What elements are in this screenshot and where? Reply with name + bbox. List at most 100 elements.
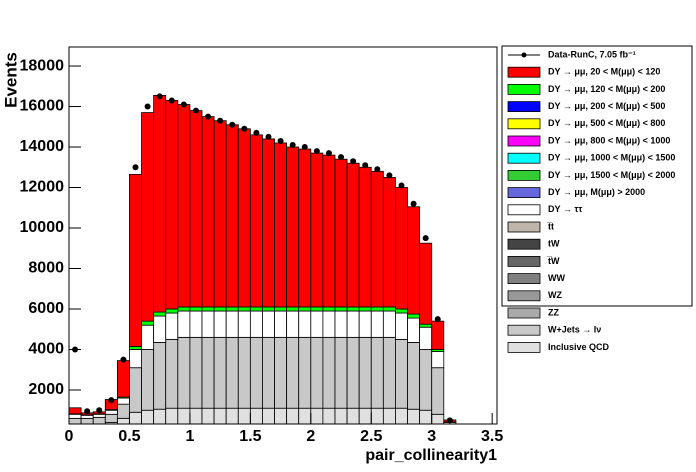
x-tick-label: 1: [185, 428, 194, 445]
histogram-bar: [213, 336, 227, 409]
histogram-bar: [370, 336, 384, 409]
histogram-bar: [358, 310, 372, 338]
histogram-bar: [431, 320, 445, 350]
histogram-bar: [431, 351, 445, 369]
histogram-bar: [116, 397, 130, 405]
histogram-bar: [395, 187, 408, 310]
data-point: [168, 97, 175, 104]
x-tick-label: 2: [306, 428, 315, 445]
data-point: [156, 93, 163, 100]
x-tick-label: 3: [427, 428, 436, 445]
histogram-bar: [177, 310, 191, 338]
histogram-bar: [395, 312, 408, 340]
data-point: [422, 235, 429, 242]
histogram-bar: [249, 310, 263, 338]
histogram-bar: [370, 310, 384, 338]
histogram-bar: [165, 312, 179, 340]
histogram-bar: [201, 116, 215, 308]
data-point: [108, 397, 115, 404]
legend-swatch: [507, 324, 541, 336]
data-point: [205, 113, 212, 120]
histogram-bar: [141, 112, 155, 322]
legend-swatch: [507, 187, 541, 199]
histogram-bar: [153, 315, 167, 343]
histogram-bar: [213, 310, 227, 338]
data-point: [325, 150, 332, 157]
histogram-bar: [286, 146, 300, 308]
data-point: [338, 154, 345, 161]
histogram-bar: [358, 306, 372, 312]
y-axis-label: Events: [1, 52, 20, 108]
legend-label: DY → μμ, 1500 < M(μμ) < 2000: [548, 170, 675, 180]
histogram-bar: [129, 367, 142, 413]
histogram-bar: [382, 306, 396, 312]
histogram-bar: [237, 306, 251, 312]
histogram-bar: [310, 152, 324, 308]
legend-label: DY → μμ, M(μμ) > 2000: [548, 187, 645, 197]
histogram-bar: [358, 166, 372, 308]
histogram-bar: [165, 338, 179, 409]
histogram-bar: [249, 306, 263, 312]
data-point: [144, 103, 151, 110]
histogram-bar: [141, 320, 155, 326]
histogram-bar: [249, 336, 263, 409]
plot-area: [69, 93, 457, 424]
histogram-bar: [310, 336, 324, 409]
data-point: [180, 101, 187, 108]
histogram-bar: [92, 413, 106, 418]
histogram-bar: [237, 336, 251, 409]
histogram-bar: [298, 306, 312, 312]
legend-swatch: [507, 307, 541, 319]
histogram-bar: [346, 336, 360, 409]
histogram-bar: [237, 310, 251, 338]
legend-label: t̅t: [546, 221, 554, 231]
data-point: [253, 129, 260, 136]
histogram-bar: [322, 336, 336, 409]
histogram-bar: [310, 310, 324, 338]
histogram-bar: [69, 407, 82, 415]
x-tick-label: 3.5: [481, 428, 503, 445]
histogram-bar: [334, 158, 348, 308]
data-point: [374, 166, 381, 173]
histogram-bar: [358, 336, 372, 409]
x-tick-label: 0.5: [118, 428, 140, 445]
data-point: [192, 107, 199, 114]
histogram-bar: [225, 306, 239, 312]
y-tick-label: 12000: [20, 179, 65, 196]
histogram-bar: [274, 142, 288, 308]
histogram-bar: [382, 310, 396, 338]
histogram-bar: [177, 104, 191, 308]
y-tick-label: 8000: [28, 260, 64, 277]
histogram-bar: [286, 306, 300, 312]
histogram-bar: [407, 317, 421, 343]
histogram-bar: [262, 336, 275, 409]
legend-swatch: [507, 169, 541, 181]
histogram-bar: [298, 310, 312, 338]
histogram-bar: [382, 336, 396, 409]
histogram-bar: [334, 336, 348, 409]
histogram-bar: [141, 324, 155, 350]
histogram-bar: [177, 306, 191, 312]
histogram-bar: [165, 100, 179, 310]
legend-label: DY → μμ, 800 < M(μμ) < 1000: [548, 135, 670, 145]
x-tick-label: 0: [65, 428, 74, 445]
histogram-bar: [249, 134, 263, 308]
histogram-bar: [370, 170, 384, 308]
legend-label: DY → μμ, 120 < M(μμ) < 200: [548, 84, 665, 94]
histogram-bar: [213, 306, 227, 312]
histogram-bar: [322, 306, 336, 312]
histogram-bar: [286, 310, 300, 338]
histogram-bar: [213, 120, 227, 308]
legend-label: Data-RunC, 7.05 fb⁻¹: [548, 49, 636, 59]
histogram-bar: [116, 360, 130, 398]
data-point: [362, 162, 369, 169]
histogram-bar: [274, 310, 288, 338]
histogram-bar: [225, 124, 239, 308]
data-point: [350, 158, 357, 165]
y-tick-label: 2000: [28, 381, 64, 398]
histogram-bar: [298, 148, 312, 308]
legend-label: ZZ: [548, 307, 559, 317]
histogram-bar: [201, 336, 215, 409]
legend-label: WZ: [548, 290, 562, 300]
histogram-bar: [431, 367, 445, 415]
